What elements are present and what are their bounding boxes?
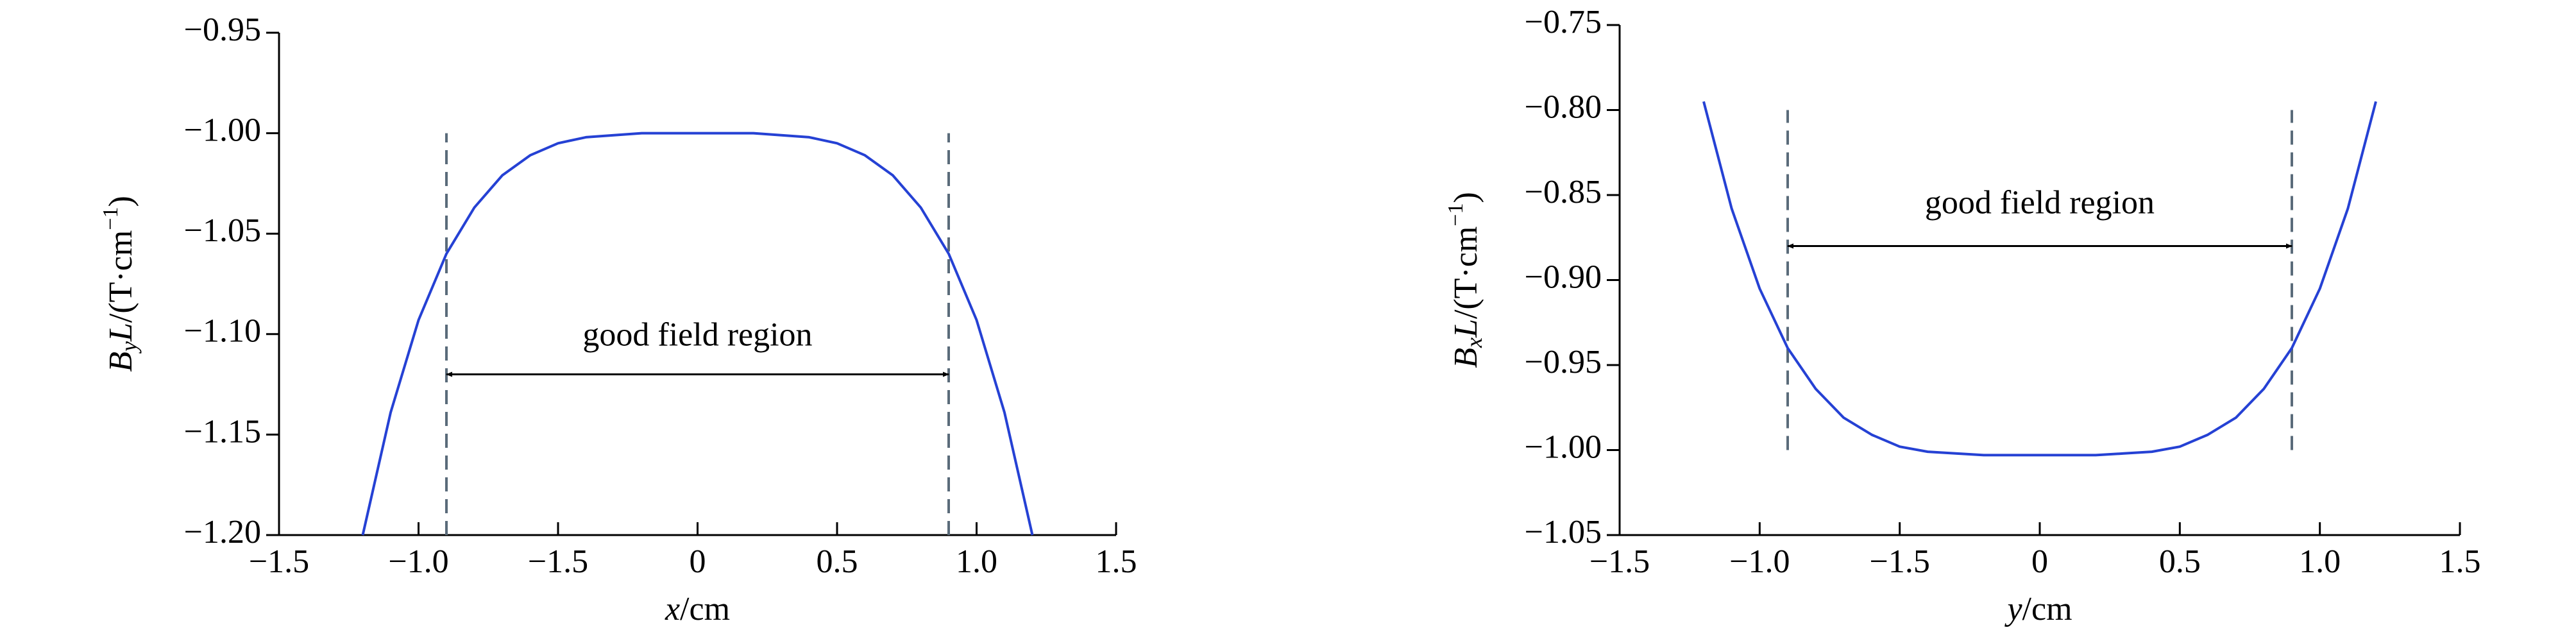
series-line [361,132,1034,536]
annotation-text: good field region [582,316,812,353]
x-axis-label: y/cm [2004,591,2072,627]
y-tick-label: −0.80 [1525,89,1602,125]
x-tick-label: −1.5 [1870,543,1930,580]
x-label-part: /cm [680,591,730,627]
y-label-part: x [1461,337,1487,348]
y-label-part: B [103,352,139,372]
x-axis-label: x/cm [665,591,730,627]
x-tick-label: 1.0 [2299,543,2341,580]
x-tick-label: 1.5 [2439,543,2481,580]
y-tick-label: −0.95 [1525,344,1602,380]
x-label-part: y [2004,591,2022,627]
x-tick-label: 0 [690,543,706,580]
y-axis-label: ByL/(T·cm−1) [99,196,142,372]
x-tick-label: −1.5 [249,543,309,580]
y-tick-label: −1.10 [184,313,261,350]
y-label-part: L [103,323,139,342]
chart: −1.05−1.00−0.95−0.90−0.85−0.80−0.75−1.5−… [1444,4,2481,627]
y-tick-label: −1.05 [184,212,261,249]
x-label-part: /cm [2022,591,2072,627]
x-tick-label: 0.5 [2159,543,2201,580]
y-tick-label: −1.15 [184,413,261,450]
x-tick-label: 0.5 [817,543,858,580]
y-tick-label: −1.00 [1525,429,1602,465]
y-label-part: L [1448,319,1484,338]
x-tick-label: −1.0 [388,543,448,580]
y-tick-label: −0.95 [184,12,261,48]
y-tick-label: −0.90 [1525,259,1602,295]
y-tick-label: −0.85 [1525,174,1602,210]
y-tick-label: −1.05 [1525,514,1602,550]
x-label-part: x [665,591,680,627]
x-tick-label: 1.5 [1096,543,1137,580]
y-label-part: /(T·cm [1448,226,1484,319]
y-label-part: ) [1448,192,1484,203]
y-label-part: y [116,341,142,354]
y-axis-label: BxL/(T·cm−1) [1444,192,1487,368]
y-label-part: −1 [1444,203,1468,226]
y-label-part: /(T·cm [103,230,139,323]
x-tick-label: 0 [2031,543,2048,580]
y-label-part: B [1448,348,1484,368]
chart: −1.20 −1.15 −1.10 −1.05 −1.00 −0.95 −1.5 −1.0 −1… [99,12,1137,627]
x-tick-label: −1.5 [1589,543,1650,580]
x-tick-label: −1.0 [1729,543,1790,580]
annotation-text: good field region [1925,184,2155,221]
y-tick-label: −1.20 [184,514,261,550]
series-line [1702,101,2377,457]
y-tick-label: −1.00 [184,112,261,149]
y-label-part: −1 [99,207,123,230]
y-label-part: ) [103,196,139,207]
y-tick-label: −0.75 [1525,4,1602,40]
x-tick-label: 1.0 [956,543,997,580]
x-tick-label: −1.5 [528,543,588,580]
